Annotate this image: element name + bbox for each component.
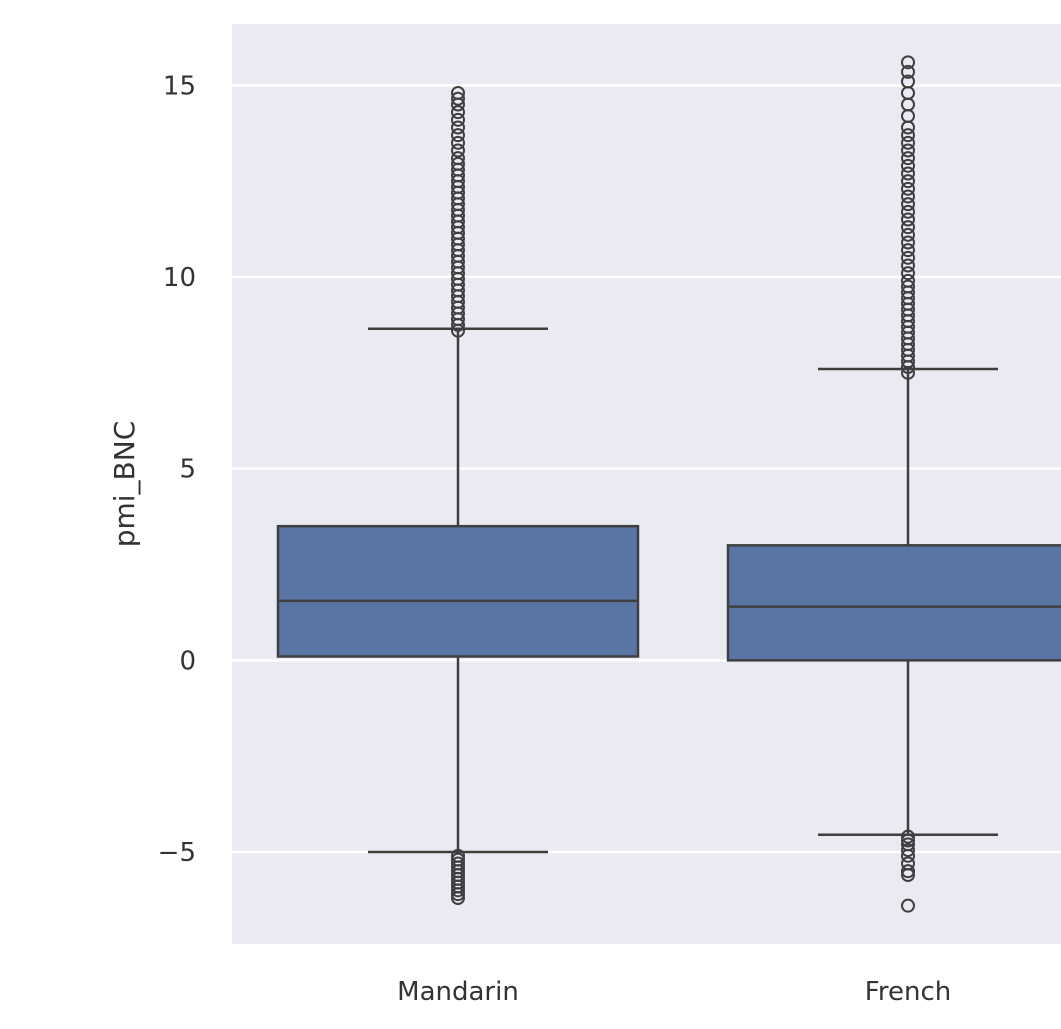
outlier-point bbox=[451, 128, 465, 143]
outlier-point bbox=[451, 848, 465, 863]
outlier-point bbox=[901, 227, 915, 242]
outlier-point bbox=[901, 74, 915, 89]
outlier-point bbox=[901, 266, 915, 281]
outlier-point bbox=[901, 250, 915, 265]
outlier-point bbox=[901, 220, 915, 235]
outlier-point bbox=[451, 112, 465, 127]
x-category-label: Mandarin bbox=[397, 977, 519, 1007]
outlier-point bbox=[451, 852, 465, 867]
outlier-point bbox=[451, 86, 465, 100]
outlier-point bbox=[901, 243, 915, 258]
outlier-point bbox=[901, 204, 915, 219]
x-category-labels: Mandarin French bbox=[397, 977, 951, 1007]
plot-background bbox=[232, 24, 1061, 944]
outlier-point bbox=[901, 166, 915, 181]
y-tick-label: 15 bbox=[163, 71, 196, 101]
outlier-point bbox=[901, 279, 915, 294]
outlier-point bbox=[451, 120, 465, 135]
outlier-point bbox=[451, 91, 465, 106]
boxes bbox=[276, 55, 1061, 913]
outlier-point bbox=[451, 156, 465, 171]
outlier-point bbox=[901, 135, 915, 150]
box-french bbox=[726, 55, 1061, 913]
y-tick-label: −5 bbox=[158, 838, 196, 868]
outlier-point bbox=[901, 189, 915, 204]
y-tick-label: 5 bbox=[179, 455, 196, 485]
outlier-point bbox=[451, 151, 465, 166]
outlier-point bbox=[901, 197, 915, 212]
outlier-point bbox=[901, 151, 915, 166]
outlier-point bbox=[901, 143, 915, 158]
outlier-point bbox=[901, 898, 915, 913]
x-category-label: French bbox=[865, 977, 951, 1007]
outlier-point bbox=[901, 158, 915, 173]
y-tick-labels: −5 0 5 10 15 bbox=[158, 71, 196, 868]
outlier-point bbox=[901, 258, 915, 273]
outlier-point bbox=[901, 174, 915, 189]
box-mandarin bbox=[276, 86, 640, 905]
outlier-point bbox=[901, 55, 915, 70]
y-tick-label: 0 bbox=[179, 646, 196, 676]
outlier-point bbox=[451, 856, 465, 871]
outlier-point bbox=[901, 128, 915, 143]
outlier-point bbox=[901, 181, 915, 196]
outlier-point bbox=[901, 843, 915, 858]
outlier-point bbox=[901, 829, 915, 844]
outlier-point bbox=[451, 143, 465, 158]
iqr-box bbox=[276, 524, 640, 658]
outlier-point bbox=[451, 105, 465, 120]
y-axis-label: pmi_BNC bbox=[108, 421, 141, 548]
outlier-point bbox=[451, 135, 465, 150]
outlier-point bbox=[901, 856, 915, 871]
outlier-point bbox=[901, 235, 915, 250]
y-tick-label: 10 bbox=[163, 263, 196, 293]
outlier-point bbox=[901, 864, 915, 879]
outlier-point bbox=[901, 837, 915, 852]
outlier-point bbox=[901, 64, 915, 79]
iqr-box bbox=[726, 544, 1061, 662]
outlier-point bbox=[901, 833, 915, 848]
outlier-point bbox=[901, 212, 915, 227]
outlier-point bbox=[901, 273, 915, 288]
